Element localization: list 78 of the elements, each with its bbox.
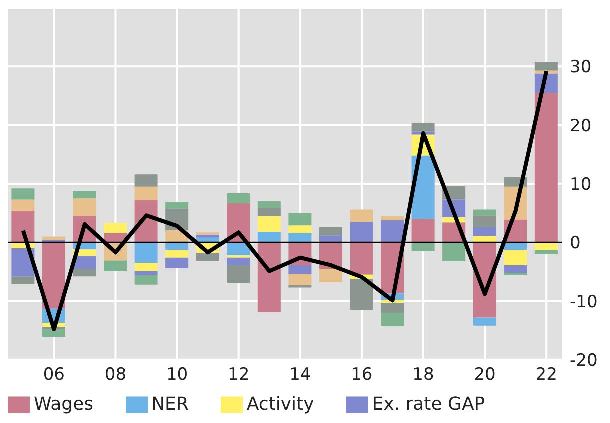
bar: [473, 318, 496, 326]
bar: [166, 202, 189, 209]
bar: [381, 303, 404, 313]
bar: [196, 234, 220, 238]
bar: [42, 329, 66, 338]
bar: [473, 216, 496, 228]
bar: [134, 275, 158, 285]
bar: [504, 250, 528, 266]
bar: [134, 174, 158, 187]
bar: [534, 93, 558, 243]
bar: [227, 258, 250, 266]
bar: [258, 232, 281, 243]
bar: [381, 220, 404, 243]
bar: [442, 242, 466, 262]
bar: [134, 242, 158, 264]
bar: [473, 227, 496, 236]
bar: [12, 200, 35, 211]
bar: [134, 263, 158, 272]
bar: [73, 269, 96, 277]
bar: [73, 198, 96, 216]
bar: [412, 124, 435, 132]
bar: [319, 227, 342, 236]
bar: [288, 233, 312, 243]
bar: [134, 271, 158, 276]
y-tick-label: 20: [570, 116, 592, 136]
y-tick-label: 0: [570, 234, 581, 254]
bar: [288, 213, 312, 226]
bar: [381, 216, 404, 220]
legend-label: Activity: [246, 394, 314, 415]
bar: [258, 202, 281, 208]
x-tick-label: 06: [43, 364, 65, 385]
bar: [12, 188, 35, 200]
x-tick-label: 16: [351, 364, 373, 385]
bar: [534, 250, 558, 254]
bar: [350, 278, 374, 310]
bar: [258, 216, 281, 232]
bar: [288, 265, 312, 274]
bar: [350, 210, 374, 222]
bar: [227, 193, 250, 204]
bar: [227, 265, 250, 284]
bar: [12, 210, 35, 243]
x-tick-label: 20: [474, 364, 496, 385]
bar: [288, 274, 312, 286]
bar: [104, 260, 128, 272]
bar: [166, 250, 189, 258]
bar: [104, 223, 128, 234]
bar: [288, 226, 312, 234]
x-tick-label: 08: [104, 364, 127, 385]
bar: [412, 219, 435, 243]
bar: [504, 265, 528, 274]
x-tick-label: 14: [290, 364, 312, 385]
bar: [319, 236, 342, 243]
bar: [42, 236, 66, 240]
bar: [350, 222, 374, 243]
bar: [534, 62, 558, 71]
bar: [473, 236, 496, 243]
y-tick-label: -10: [570, 292, 598, 312]
bar: [134, 186, 158, 200]
bar: [258, 208, 281, 216]
x-tick-label: 10: [166, 364, 188, 385]
y-tick-label: 30: [570, 58, 592, 78]
bar: [166, 258, 189, 268]
legend-label: Wages: [34, 394, 94, 415]
bar: [196, 253, 220, 262]
bar: [319, 269, 342, 282]
x-tick-label: 22: [536, 364, 558, 385]
legend-label: Ex. rate GAP: [372, 394, 486, 415]
bar: [73, 191, 96, 199]
bar: [381, 313, 404, 326]
legend-label: NER: [152, 394, 189, 415]
x-tick-label: 18: [412, 364, 434, 385]
bar: [288, 285, 312, 288]
bar: [12, 276, 35, 284]
bar: [473, 210, 496, 216]
y-tick-label: 10: [570, 174, 592, 195]
x-tick-label: 12: [228, 364, 250, 385]
y-tick-label: -20: [570, 350, 598, 371]
bar: [350, 242, 374, 275]
